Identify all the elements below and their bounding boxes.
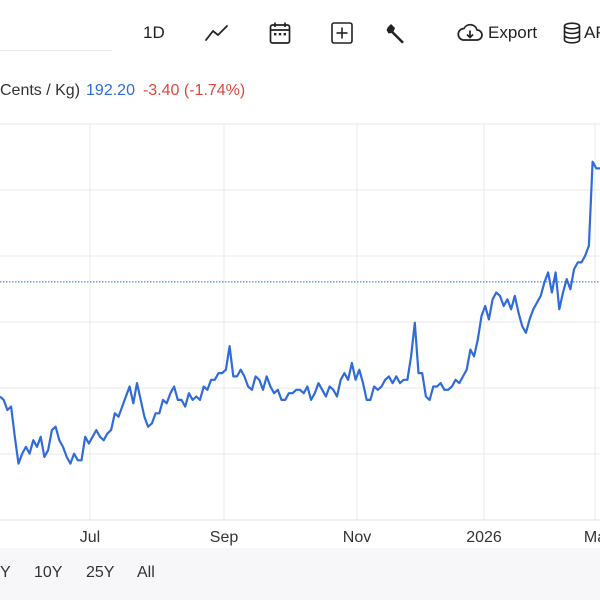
range-button-10y[interactable]: 10Y [34,564,63,581]
export-button[interactable]: Export [456,18,537,48]
wrench-icon [386,24,404,44]
database-icon [563,22,581,44]
last-price: 192.20 [86,82,135,99]
settings-button[interactable] [385,18,407,48]
api-button[interactable]: API [563,18,600,48]
plus-square-icon [331,22,353,44]
chart-type-button[interactable] [205,18,229,48]
x-axis-labels: Jul Sep Nov 2026 Ma [80,529,600,546]
price-series-line [0,160,600,465]
range-selector: Y 10Y 25Y All [0,548,600,600]
price-quote: Cents / Kg) 192.20 -3.40 (-1.74%) [0,82,245,100]
vertical-gridlines [89,124,596,520]
range-button-25y[interactable]: 25Y [86,564,115,581]
period-label: 1D [143,23,165,42]
export-label: Export [488,23,538,42]
price-change: -3.40 (-1.74%) [142,82,246,99]
date-range-button[interactable] [269,18,291,48]
calendar-icon [269,22,291,44]
x-tick-label: Sep [210,529,239,546]
x-tick-label: 2026 [466,529,502,546]
api-label: API [584,23,600,42]
range-button-all[interactable]: All [137,564,155,581]
chart-toolbar: 1D Exp [0,0,600,62]
compare-button[interactable] [331,18,353,48]
x-tick-label: Ma [584,529,600,546]
period-button[interactable]: 1D [143,18,165,48]
price-chart[interactable]: Jul Sep Nov 2026 Ma [0,115,600,548]
horizontal-gridlines [0,123,600,455]
x-tick-label: Jul [80,529,100,546]
toolbar-divider [0,50,112,51]
cloud-download-icon [457,23,483,41]
price-unit: Cents / Kg) [0,82,81,99]
range-button-y[interactable]: Y [0,564,11,581]
x-tick-label: Nov [343,529,371,546]
line-chart-icon [205,25,228,41]
